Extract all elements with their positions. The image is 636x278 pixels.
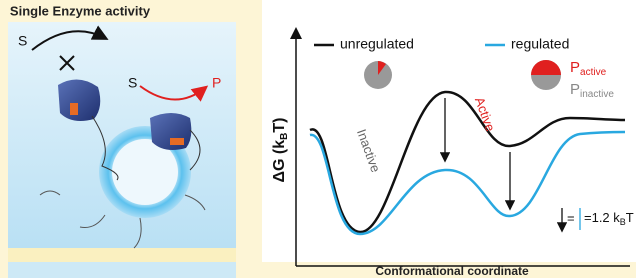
- legend-label: regulated: [511, 36, 569, 52]
- label-text: ΔG (k: [271, 140, 288, 183]
- panel-bottom: [8, 262, 236, 278]
- subscript: active: [580, 67, 607, 78]
- scale-text: =1.2 kBT: [584, 210, 634, 227]
- symbol: P: [570, 59, 580, 76]
- legend-label: unregulated: [340, 36, 414, 52]
- anchor-tag: [170, 138, 184, 145]
- substrate-label: S: [18, 33, 27, 49]
- y-axis-label: ΔG (kBT): [271, 118, 289, 183]
- enzyme: [58, 79, 100, 121]
- label-sub: B: [279, 133, 290, 140]
- scale-value: =1.2 k: [584, 210, 620, 225]
- label-text: T): [271, 118, 288, 133]
- symbol: P: [570, 81, 580, 98]
- anchor-tag: [70, 103, 78, 115]
- substrate-label: S: [128, 75, 137, 91]
- x-axis-label: Conformational coordinate: [375, 264, 529, 278]
- figure: Single Enzyme activity S S P ΔG (kBT) Co…: [0, 0, 636, 278]
- product-label: P: [212, 75, 221, 91]
- energy-plot: ΔG (kBT) Conformational coordinate unreg…: [262, 0, 636, 278]
- left-panel: Single Enzyme activity S S P: [8, 3, 236, 278]
- panel-title: Single Enzyme activity: [10, 3, 151, 18]
- scale-suffix: T: [626, 210, 634, 225]
- membrane-strip: [8, 248, 236, 262]
- scale-eq: =: [567, 210, 575, 225]
- subscript: inactive: [580, 89, 614, 100]
